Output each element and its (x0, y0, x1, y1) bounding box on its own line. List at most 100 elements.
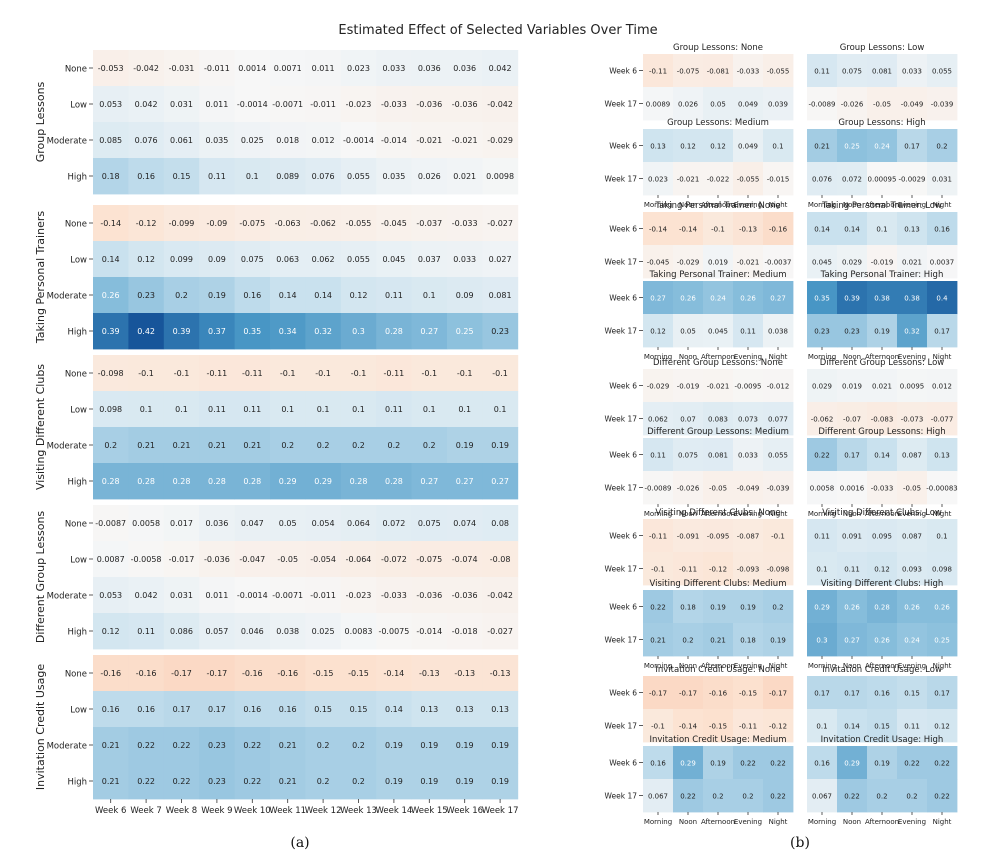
heatmap-cell (643, 162, 674, 196)
heatmap-cell (837, 623, 868, 657)
heatmap-cell (643, 746, 674, 780)
heatmap-cell (837, 281, 868, 315)
cell-label: 0.12 (650, 328, 666, 336)
x-tick-label: Morning (808, 353, 836, 361)
heatmap-cell (376, 205, 412, 242)
cell-label: 0.011 (205, 100, 228, 109)
heatmap-group-different-group-lessons: Different Group Lessons None -0.0087 0.0058… (34, 505, 519, 650)
heatmap-cell (93, 505, 129, 542)
cell-label: -0.14 (649, 226, 668, 234)
subplot-visiting-different-clubs-low: Visiting Different Clubs: Low 0.11 0.091 0.… (807, 508, 958, 586)
heatmap-cell (128, 50, 165, 87)
cell-label: -0.045 (647, 259, 670, 267)
heatmap-cell (447, 505, 483, 542)
heatmap-cell (643, 212, 674, 246)
cell-label: 0.061 (170, 136, 193, 145)
heatmap-cell (897, 746, 928, 780)
cell-label: 0.19 (420, 741, 438, 750)
heatmap-cell (733, 471, 764, 505)
heatmap-cell (897, 314, 928, 348)
heatmap-cell (643, 245, 674, 279)
heatmap-cell (340, 691, 377, 728)
cell-label: 0.27 (420, 327, 438, 336)
heatmap-cell (703, 245, 734, 279)
cell-label: 0.13 (934, 452, 950, 460)
cell-label: -0.077 (931, 416, 954, 424)
cell-label: 0.21 (173, 441, 191, 450)
cell-label: 0.21 (814, 143, 830, 151)
subplot-taking-personal-trainer-low: Taking Personal Trainer: Low 0.14 0.14 0.1 0… (807, 201, 958, 279)
cell-label: 0.21 (279, 741, 297, 750)
heatmap-cell (270, 763, 306, 800)
cell-label: 0.042 (135, 591, 158, 600)
cell-label: -0.093 (737, 566, 760, 574)
heatmap-cell (128, 355, 165, 392)
heatmap-cell (867, 552, 898, 586)
cell-label: -0.083 (871, 416, 894, 424)
subplot-invitation-credit-usage-low: Invitation Credit Usage: Low 0.17 0.17 0.16… (807, 665, 958, 743)
heatmap-cell (763, 623, 794, 657)
heatmap-cell (867, 129, 898, 163)
level-tick-label: Low (70, 101, 87, 111)
cell-label: 0.075 (678, 452, 698, 460)
cell-label: 0.042 (135, 100, 158, 109)
heatmap-cell (93, 691, 129, 728)
cell-label: 0.14 (814, 226, 830, 234)
level-tick-label: None (65, 520, 87, 530)
heatmap-cell (482, 613, 519, 650)
heatmap-cell (927, 162, 958, 196)
cell-label: 0.033 (902, 68, 922, 76)
cell-label: 0.047 (241, 519, 264, 528)
x-tick-label: Afternoon (701, 201, 735, 209)
cell-label: 0.039 (768, 101, 788, 109)
heatmap-cell (340, 122, 377, 159)
heatmap-cell (411, 86, 448, 123)
cell-label: 0.2 (906, 793, 917, 801)
heatmap-cell (673, 438, 704, 472)
heatmap-cell (837, 87, 868, 121)
cell-label: 0.1 (876, 226, 887, 234)
heatmap-cell (128, 241, 165, 278)
cell-label: 0.17 (173, 705, 191, 714)
subplot-title: Different Group Lessons: High (818, 427, 945, 437)
cell-label: 0.036 (418, 64, 441, 73)
heatmap-cell (270, 727, 306, 764)
cell-label: -0.1 (138, 369, 154, 378)
cell-label: -0.081 (707, 68, 730, 76)
cell-label: 0.19 (491, 741, 509, 750)
cell-label: 0.049 (738, 143, 758, 151)
heatmap-cell (270, 463, 306, 500)
heatmap-cell (733, 129, 764, 163)
heatmap-cell (703, 779, 734, 813)
heatmap-cell (234, 613, 271, 650)
x-tick-label: Night (769, 201, 788, 209)
x-tick-label: Noon (843, 662, 861, 670)
cell-label: -0.021 (677, 176, 700, 184)
row-tick-label: Week 17 (605, 175, 638, 184)
cell-label: 0.35 (243, 327, 261, 336)
cell-label: 0.087 (902, 452, 922, 460)
cell-label: 0.37 (208, 327, 226, 336)
cell-label: 0.21 (710, 637, 726, 645)
level-tick-label: Moderate (47, 137, 87, 147)
heatmap-cell (199, 277, 235, 314)
row-tick-label: Week 17 (605, 484, 638, 493)
subplot-title: Taking Personal Trainer: None (654, 201, 780, 211)
heatmap-cell (305, 122, 342, 159)
cell-label: 0.19 (456, 777, 474, 786)
cell-label: 0.19 (420, 777, 438, 786)
heatmap-cell (93, 355, 129, 392)
heatmap-cell (897, 87, 928, 121)
subplot-title: Group Lessons: Low (840, 43, 925, 53)
cell-label: 0.0087 (97, 555, 125, 564)
cell-label: 0.18 (102, 172, 120, 181)
heatmap-cell (270, 391, 306, 428)
cell-label: 0.16 (934, 226, 950, 234)
heatmap-cell (673, 87, 704, 121)
heatmap-cell (270, 541, 306, 578)
heatmap-cell (807, 519, 838, 553)
cell-label: 0.1 (317, 405, 330, 414)
heatmap-cell (763, 369, 794, 403)
cell-label: 0.16 (243, 291, 261, 300)
heatmap-cell (763, 281, 794, 315)
